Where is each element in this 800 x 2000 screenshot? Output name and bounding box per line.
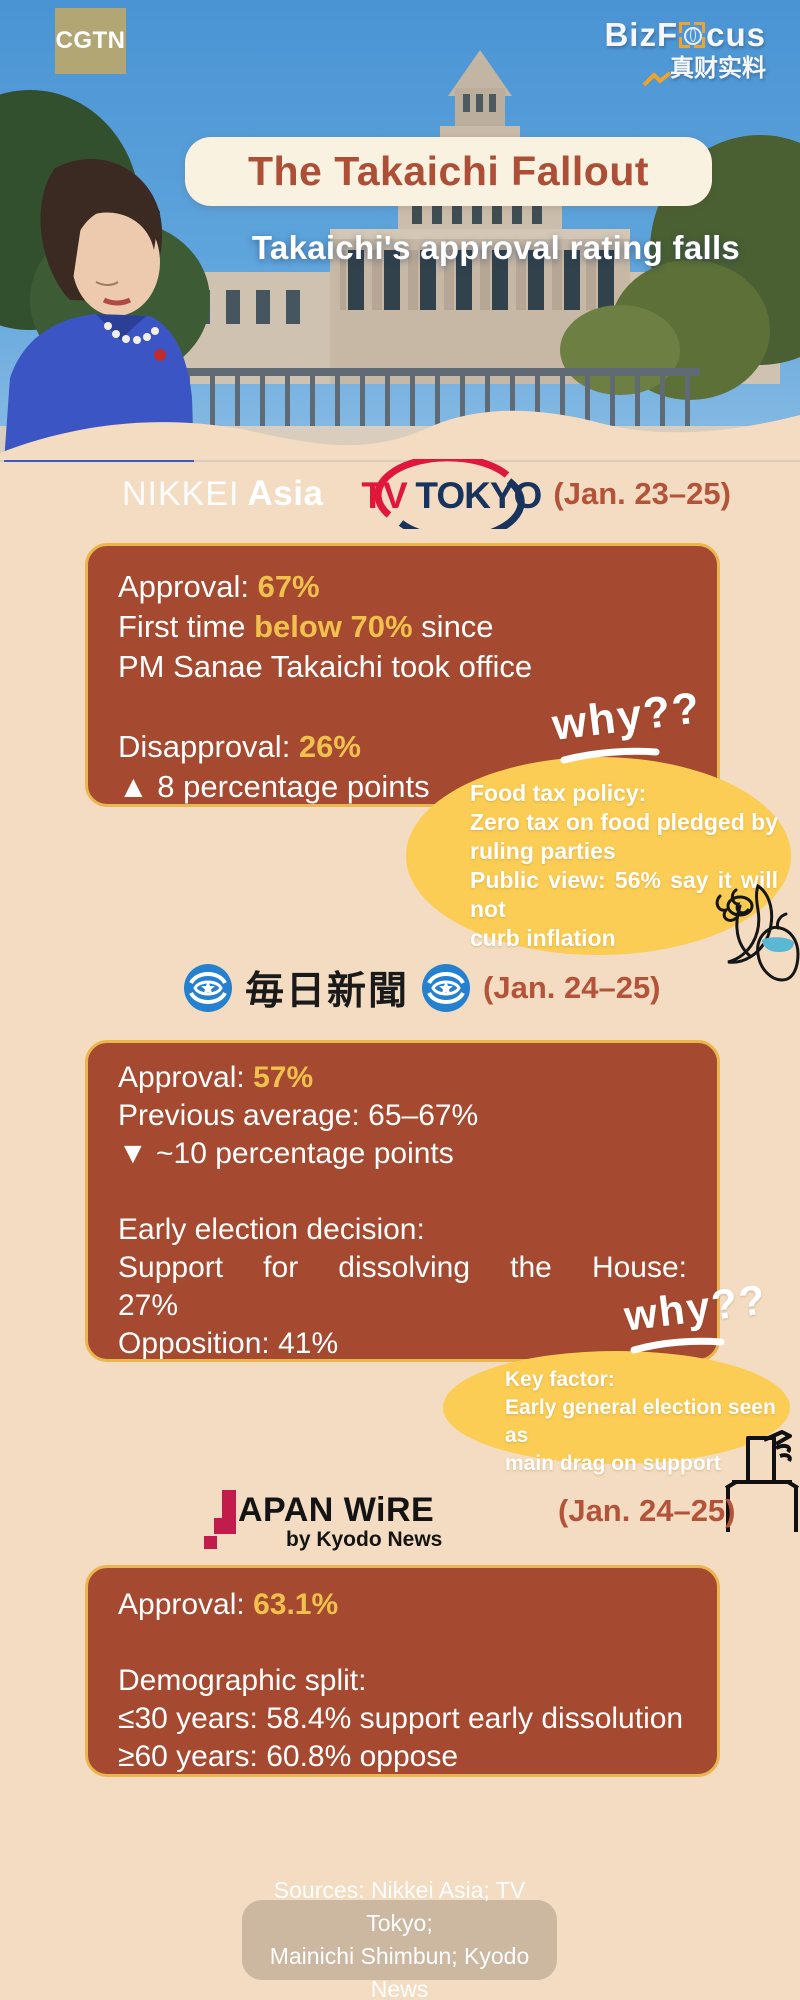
camera-focus-icon: [679, 22, 706, 49]
nikkei-asia-logo: Asia: [247, 474, 324, 513]
mainichi-shimbun-wordmark: 毎日新聞: [245, 970, 410, 1013]
orange-arrow-icon: [642, 71, 672, 87]
tv-tokyo-logo: TV TOKYO: [349, 454, 542, 542]
wave-divider: [0, 410, 800, 460]
mainichi-logo-icon: [422, 964, 471, 1012]
section3-date: (Jan. 24–25): [558, 1493, 736, 1528]
food-tax-bubble: Food tax policy: Zero tax on food pledge…: [406, 757, 791, 955]
section2-date: (Jan. 24–25): [483, 970, 661, 1005]
bizfocus-chinese-subtitle: 真财实料: [546, 56, 766, 87]
bizfocus-wordmark: BizF cus: [546, 16, 766, 53]
kyodo-news-byline: by Kyodo News: [286, 1528, 443, 1551]
bizfocus-part1: BizF: [604, 16, 679, 53]
japan-wire-j-icon: [204, 1490, 236, 1549]
nikkei-logo: NIKKEI: [122, 474, 240, 513]
page-title: The Takaichi Fallout: [247, 148, 650, 194]
sources-line-2: Mainichi Shimbun; Kyodo News: [269, 1943, 530, 2000]
card-line: Early election decision:: [118, 1213, 425, 1246]
card-line: 27%: [118, 1289, 179, 1322]
sources-line-1: Sources: Nikkei Asia; TV Tokyo;: [273, 1877, 526, 1936]
card-line: Approval: 67%: [118, 569, 320, 604]
card-line: Previous average: 65–67%: [118, 1099, 479, 1132]
ballot-box-icon: [724, 1430, 800, 1532]
card-line: Approval: 63.1%: [118, 1588, 339, 1621]
card-line: First time below 70% since: [118, 609, 494, 644]
title-banner: The Takaichi Fallout: [185, 137, 712, 206]
mainichi-poll-card: Approval: 57% Previous average: 65–67% ▼…: [85, 1040, 720, 1362]
bubble-text: Food tax policy: Zero tax on food pledge…: [470, 780, 778, 951]
card-line: ▲ 8 percentage points: [118, 769, 430, 804]
fruit-doodle-icon: [715, 884, 800, 982]
kyodo-poll-card: Approval: 63.1% Demographic split: ≤30 y…: [85, 1565, 720, 1777]
card-line: Opposition: 41%: [118, 1327, 339, 1360]
card-line: ≥60 years: 60.8% oppose: [118, 1740, 459, 1773]
card-line: Support for dissolving the House:: [118, 1251, 687, 1284]
nikkei-poll-card: Approval: 67% First time below 70% since…: [85, 543, 720, 807]
section1-date: (Jan. 23–25): [553, 476, 731, 511]
japan-wire-wordmark: APAN WiRE: [238, 1491, 435, 1529]
card-line: Approval: 57%: [118, 1061, 314, 1094]
mainichi-logo-icon: [184, 964, 232, 1012]
why-underline-stroke: [560, 747, 660, 764]
why-underline-stroke: [630, 1337, 725, 1354]
bizfocus-part2: cus: [706, 16, 766, 53]
card-line: PM Sanae Takaichi took office: [118, 649, 533, 684]
card-line: Demographic split:: [118, 1664, 367, 1697]
bizfocus-logo: BizF cus 真财实料: [546, 16, 766, 87]
section2-heading: 毎日新聞 (Jan. 24–25): [0, 958, 800, 1018]
bubble-text: Key factor: Early general election seen …: [505, 1368, 776, 1475]
section1-heading: NIKKEI Asia TV TOKYO (Jan. 23–25): [0, 454, 800, 542]
cgtn-logo: CGTN: [55, 8, 126, 74]
section3-heading: APAN WiRE by Kyodo News (Jan. 24–25): [0, 1486, 800, 1562]
card-line: ≤30 years: 58.4% support early dissoluti…: [118, 1702, 684, 1735]
page-subtitle: Takaichi's approval rating falls: [251, 229, 741, 266]
card-line: ▼ ~10 percentage points: [118, 1137, 454, 1170]
card-line: Disapproval: 26%: [118, 729, 361, 764]
key-factor-bubble: Key factor: Early general election seen …: [443, 1351, 790, 1475]
sources-box: Sources: Nikkei Asia; TV Tokyo; Mainichi…: [242, 1877, 557, 2000]
